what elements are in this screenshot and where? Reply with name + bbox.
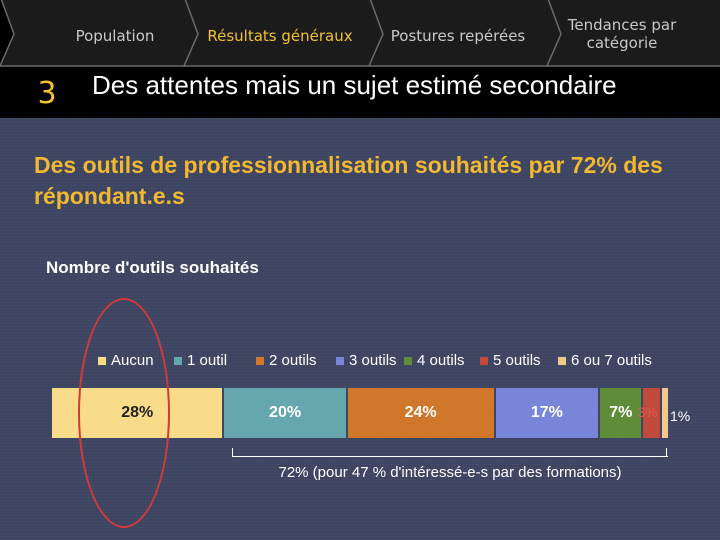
legend-item: 3 outils (336, 352, 397, 369)
bracket-line (232, 456, 668, 457)
highlight-ellipse (78, 298, 170, 528)
bar-segment (661, 388, 668, 438)
legend-swatch (174, 356, 182, 365)
bar-segment: 17% (495, 388, 599, 438)
section-title: Des attentes mais un sujet estimé second… (92, 70, 617, 100)
bar-value-label: 17% (530, 404, 563, 421)
legend-item: 6 ou 7 outils (558, 352, 652, 369)
legend-item: 4 outils (404, 352, 465, 369)
bar-segment: 20% (224, 388, 346, 438)
legend-label: 2 outils (269, 352, 317, 369)
legend-label: 1 outil (187, 352, 228, 369)
nav-step-tendances-categorie[interactable]: Tendances par catégorie (567, 16, 677, 52)
legend-swatch (404, 356, 412, 365)
nav-step-postures-reperees[interactable]: Postures repérées (390, 27, 526, 45)
section-number: 3 (37, 76, 57, 111)
nav-step-population[interactable]: Population (75, 27, 155, 45)
nav-step-shape-tendances (545, 0, 720, 67)
bar-segment (643, 388, 660, 438)
chart-title: Nombre d'outils souhaités (46, 258, 259, 277)
bracket-left-tick (232, 448, 233, 457)
legend-label: 6 ou 7 outils (571, 352, 652, 369)
legend-swatch (480, 356, 488, 365)
bar-value-label: 20% (269, 404, 302, 421)
bracket-annotation: 72% (pour 47 % d'intéressé-e-s par des f… (278, 464, 622, 481)
step-navigation (0, 0, 720, 67)
legend-label: 4 outils (417, 352, 465, 369)
slide-headline: Des outils de professionnalisation souha… (34, 152, 663, 209)
bar-value-label: 24% (404, 404, 437, 421)
legend-swatch (336, 356, 344, 365)
legend-label: 5 outils (493, 352, 541, 369)
bar-segment: 24% (347, 388, 494, 438)
bar-segment: 7% (600, 388, 642, 438)
bar-value-label: 1% (670, 408, 691, 424)
legend-swatch (558, 356, 566, 365)
bar-value-label: 7% (609, 404, 633, 421)
legend-item: 5 outils (480, 352, 541, 369)
nav-step-resultats-generaux[interactable]: Résultats généraux (207, 27, 353, 45)
bar-value-label: 3% (637, 404, 658, 420)
legend-swatch (256, 356, 264, 365)
legend-item: 2 outils (256, 352, 317, 369)
bracket-right-tick (666, 448, 667, 457)
chart-legend: Aucun 1 outil 2 outils 3 outils 4 outils 5 ou… (98, 352, 678, 372)
legend-label: 3 outils (349, 352, 397, 369)
legend-item: 1 outil (174, 352, 227, 369)
